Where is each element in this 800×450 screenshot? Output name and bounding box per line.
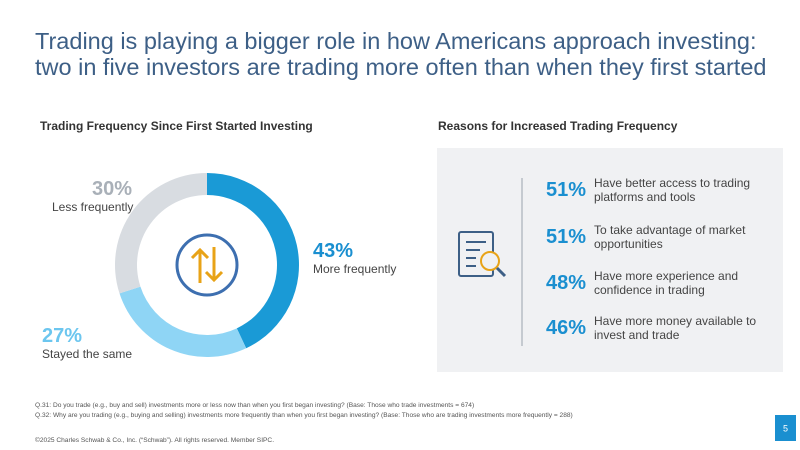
data-label: 43% <box>313 240 354 262</box>
donut-segment <box>207 173 299 349</box>
reason-label: Have more money available to invest and … <box>594 314 757 342</box>
category-label: Stayed the same <box>42 347 133 361</box>
page-number: 5 <box>783 423 788 433</box>
donut-segment <box>114 173 207 294</box>
footnote: Q.31: Do you trade (e.g., buy and sell) … <box>35 402 475 409</box>
center-icon <box>175 233 239 297</box>
title: two in five investors are trading more o… <box>35 54 767 80</box>
document-icon <box>458 231 507 278</box>
category-label: More frequently <box>313 262 397 276</box>
stat-value: 51% <box>545 179 586 201</box>
reason-label: Have better access to trading platforms … <box>594 176 751 204</box>
title: Trading is playing a bigger role in how … <box>35 28 757 54</box>
reason-label: To take advantage of market opportunitie… <box>594 223 746 251</box>
category-label: Less frequently <box>52 200 134 214</box>
chart-title: Trading Frequency Since First Started In… <box>40 119 313 133</box>
data-label: 30% <box>91 178 132 200</box>
page-badge <box>775 415 796 441</box>
donut-segment <box>119 286 247 357</box>
stat-value: 51% <box>545 226 586 248</box>
stat-value: 48% <box>545 272 586 294</box>
copyright: ©2025 Charles Schwab & Co., Inc. (“Schwa… <box>35 437 275 444</box>
stat-value: 46% <box>545 317 586 339</box>
chart-title: Reasons for Increased Trading Frequency <box>438 119 678 133</box>
footnote: Q.32: Why are you trading (e.g., buying … <box>35 412 573 419</box>
reason-label: Have more experience and confidence in t… <box>594 269 739 297</box>
data-label: 27% <box>42 325 83 347</box>
